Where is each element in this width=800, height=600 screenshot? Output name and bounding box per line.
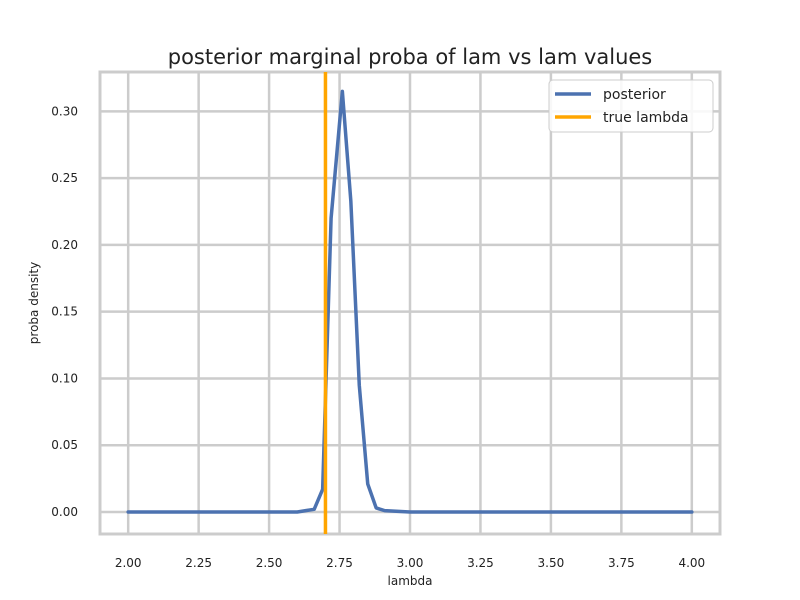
y-tick-label: 0.10 <box>51 371 78 385</box>
x-tick-label: 3.50 <box>538 556 565 570</box>
chart-title: posterior marginal proba of lam vs lam v… <box>168 45 653 69</box>
y-tick-label: 0.05 <box>51 438 78 452</box>
y-tick-label: 0.30 <box>51 104 78 118</box>
x-tick-label: 3.25 <box>467 556 494 570</box>
x-axis-label: lambda <box>388 574 433 588</box>
series-line-posterior <box>126 89 694 514</box>
plot-frame <box>98 70 722 536</box>
y-tick-label: 0.00 <box>51 505 78 519</box>
y-tick-label: 0.20 <box>51 238 78 252</box>
x-tick-label: 2.00 <box>115 556 142 570</box>
x-tick-label: 3.00 <box>397 556 424 570</box>
x-tick-label: 2.50 <box>256 556 283 570</box>
x-tick-label: 2.25 <box>185 556 212 570</box>
legend-label-posterior: posterior <box>603 87 666 103</box>
series-group <box>126 89 694 514</box>
legend: posterior true lambda <box>548 79 714 133</box>
tick-labels: 2.00 2.25 2.50 2.75 3.00 3.25 3.50 3.75 4.00 0.00… <box>51 104 705 570</box>
x-tick-label: 3.75 <box>608 556 635 570</box>
y-tick-label: 0.15 <box>51 305 78 319</box>
legend-label-true-lambda: true lambda <box>603 110 689 126</box>
y-axis-label: proba density <box>27 262 41 344</box>
x-tick-label: 4.00 <box>678 556 705 570</box>
plot-area-border <box>98 70 722 536</box>
x-tick-label: 2.75 <box>326 556 353 570</box>
y-tick-label: 0.25 <box>51 171 78 185</box>
